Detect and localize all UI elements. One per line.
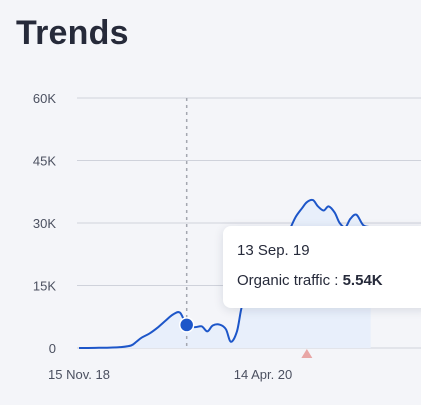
hover-point[interactable] xyxy=(178,317,195,333)
tooltip-metric-value: 5.54K xyxy=(342,272,383,289)
page-title: Trends xyxy=(16,14,129,52)
y-tick-label: 15K xyxy=(33,279,56,294)
y-tick-label: 0 xyxy=(49,341,56,356)
chart-tooltip: 13 Sep. 19 Organic traffic : 5.54K xyxy=(223,226,421,308)
annotation-marker-icon[interactable] xyxy=(301,349,313,358)
y-axis: 0 15K 30K 45K 60K xyxy=(33,91,56,356)
y-tick-label: 30K xyxy=(33,216,56,231)
x-tick-label: 15 Nov. 18 xyxy=(48,367,110,382)
y-tick-label: 60K xyxy=(33,91,56,106)
x-axis: 15 Nov. 18 14 Apr. 20 xyxy=(48,367,292,382)
y-tick-label: 45K xyxy=(33,154,56,169)
tooltip-date: 13 Sep. 19 xyxy=(237,242,310,259)
x-tick-label: 14 Apr. 20 xyxy=(234,367,293,382)
tooltip-metric-label: Organic traffic : xyxy=(237,272,343,289)
tooltip-metric: Organic traffic : 5.54K xyxy=(237,272,419,289)
